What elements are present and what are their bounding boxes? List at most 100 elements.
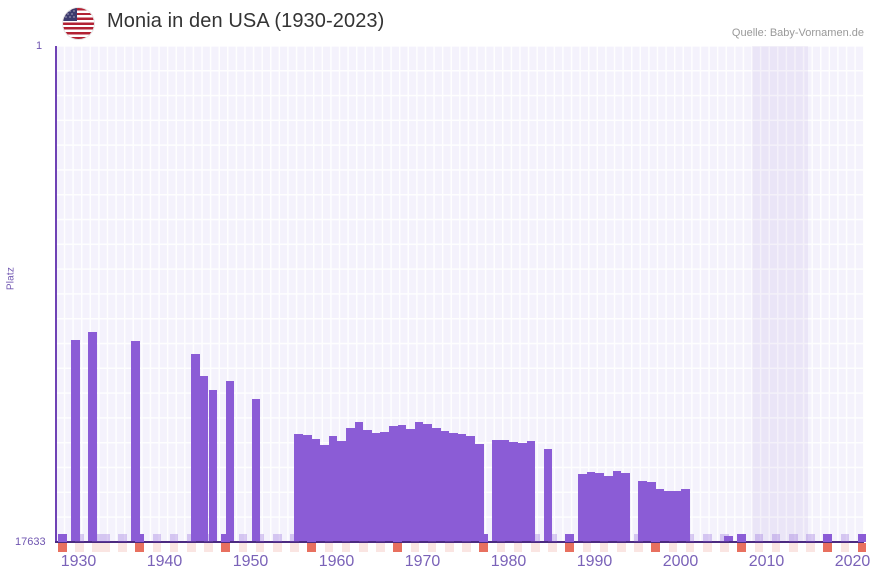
x-axis-flag-mark [496,543,506,552]
x-axis-flag-mark [169,543,179,552]
bar-1958[interactable] [311,438,321,542]
bar-1976[interactable] [466,436,475,542]
bar-1982[interactable] [518,442,527,542]
bar-1968[interactable] [397,424,407,542]
x-axis-flag-mark [668,543,678,552]
bar-1937[interactable] [131,341,140,542]
bar-1975[interactable] [457,434,467,542]
bar-1957[interactable] [303,434,312,542]
x-axis-mark [273,534,282,542]
x-axis-mark [341,534,351,542]
bar-1961[interactable] [337,441,346,542]
bar-1964[interactable] [363,430,372,542]
bar-1960[interactable] [328,435,338,542]
chart-bars [56,46,864,542]
x-axis-flag-mark [582,543,592,552]
x-axis-tick-1940: 1940 [146,553,183,570]
bar-1951[interactable] [251,398,261,542]
bar-1966[interactable] [380,432,389,542]
bar-2000[interactable] [672,491,682,542]
bar-1932[interactable] [88,331,97,542]
x-axis-flag-mark [255,543,265,552]
bar-1989[interactable] [578,474,587,542]
bar-1998[interactable] [655,488,665,542]
bar-1981[interactable] [509,441,518,542]
bar-1974[interactable] [449,432,458,542]
x-axis-flag-mark [548,543,557,552]
bar-1962[interactable] [346,427,355,542]
bar-1945[interactable] [199,375,209,542]
x-axis-mark [754,534,764,542]
x-axis-mark [617,534,626,542]
bar-1959[interactable] [320,444,329,542]
bar-1970[interactable] [414,421,424,542]
x-axis-mark [359,534,368,542]
bar-1993[interactable] [612,471,622,542]
x-axis-mark [565,534,574,542]
bar-1963[interactable] [354,422,364,542]
x-axis-flag-mark [651,543,660,552]
bar-1944[interactable] [191,353,200,542]
x-axis-mark [634,534,643,542]
x-axis-tick-2000: 2000 [662,553,699,570]
bar-1983[interactable] [526,440,536,542]
bar-1972[interactable] [432,428,441,542]
source-credit: Quelle: Baby-Vornamen.de [731,27,864,39]
bar-2006[interactable] [724,536,733,542]
bar-1994[interactable] [621,473,630,542]
x-axis-mark [840,534,850,542]
x-axis-mark [324,534,334,542]
x-axis-flag-mark [462,543,471,552]
x-axis-flag-mark [393,543,402,552]
x-axis-mark [513,534,523,542]
x-axis-flag-mark [75,543,84,552]
bar-1967[interactable] [389,426,398,542]
bar-2001[interactable] [681,489,690,542]
x-axis-mark [668,534,678,542]
x-axis-flag-mark [599,543,609,552]
bar-1977[interactable] [475,443,484,542]
x-axis-mark [410,534,420,542]
x-axis-mark [118,534,127,542]
chart-header: Monia in den USA (1930-2023) Quelle: Bab… [0,0,873,46]
x-axis-flag-mark [806,543,815,552]
bar-1948[interactable] [225,381,235,542]
x-axis-mark [531,534,540,542]
bar-1991[interactable] [595,473,604,542]
bar-1969[interactable] [406,428,415,542]
x-axis-mark [238,534,248,542]
bar-1996[interactable] [638,480,647,542]
y-axis-tick-bottom: 17633 [15,536,46,548]
bar-1985[interactable] [543,448,553,542]
bar-1946[interactable] [208,389,218,542]
us-flag-icon [63,8,94,39]
bar-1979[interactable] [492,439,501,542]
bar-1992[interactable] [604,475,613,542]
bar-1965[interactable] [371,433,381,542]
x-axis-mark [204,534,213,542]
bar-1956[interactable] [294,433,303,542]
projection-shaded-band [752,46,808,542]
bar-1999[interactable] [664,490,673,542]
x-axis-tick-1970: 1970 [404,553,441,570]
x-axis-tick-1980: 1980 [490,553,527,570]
x-axis-flag-mark [118,543,127,552]
x-axis-mark [599,534,609,542]
bar-1930[interactable] [71,340,80,542]
x-axis-mark [307,534,316,542]
x-axis-flag-mark [187,543,196,552]
bar-1973[interactable] [440,430,450,542]
x-axis-mark [376,534,385,542]
x-axis-mark [169,534,179,542]
x-axis-mark [255,534,265,542]
x-axis-tick-1950: 1950 [232,553,269,570]
bar-1971[interactable] [423,423,432,542]
x-axis-tick-1990: 1990 [576,553,613,570]
x-axis-mark [462,534,471,542]
bar-1997[interactable] [647,482,656,542]
x-axis-mark [92,534,101,542]
bar-1980[interactable] [500,440,510,542]
x-axis-tick-2020: 2020 [834,553,871,570]
bar-1990[interactable] [586,472,596,542]
x-axis-mark [771,534,781,542]
